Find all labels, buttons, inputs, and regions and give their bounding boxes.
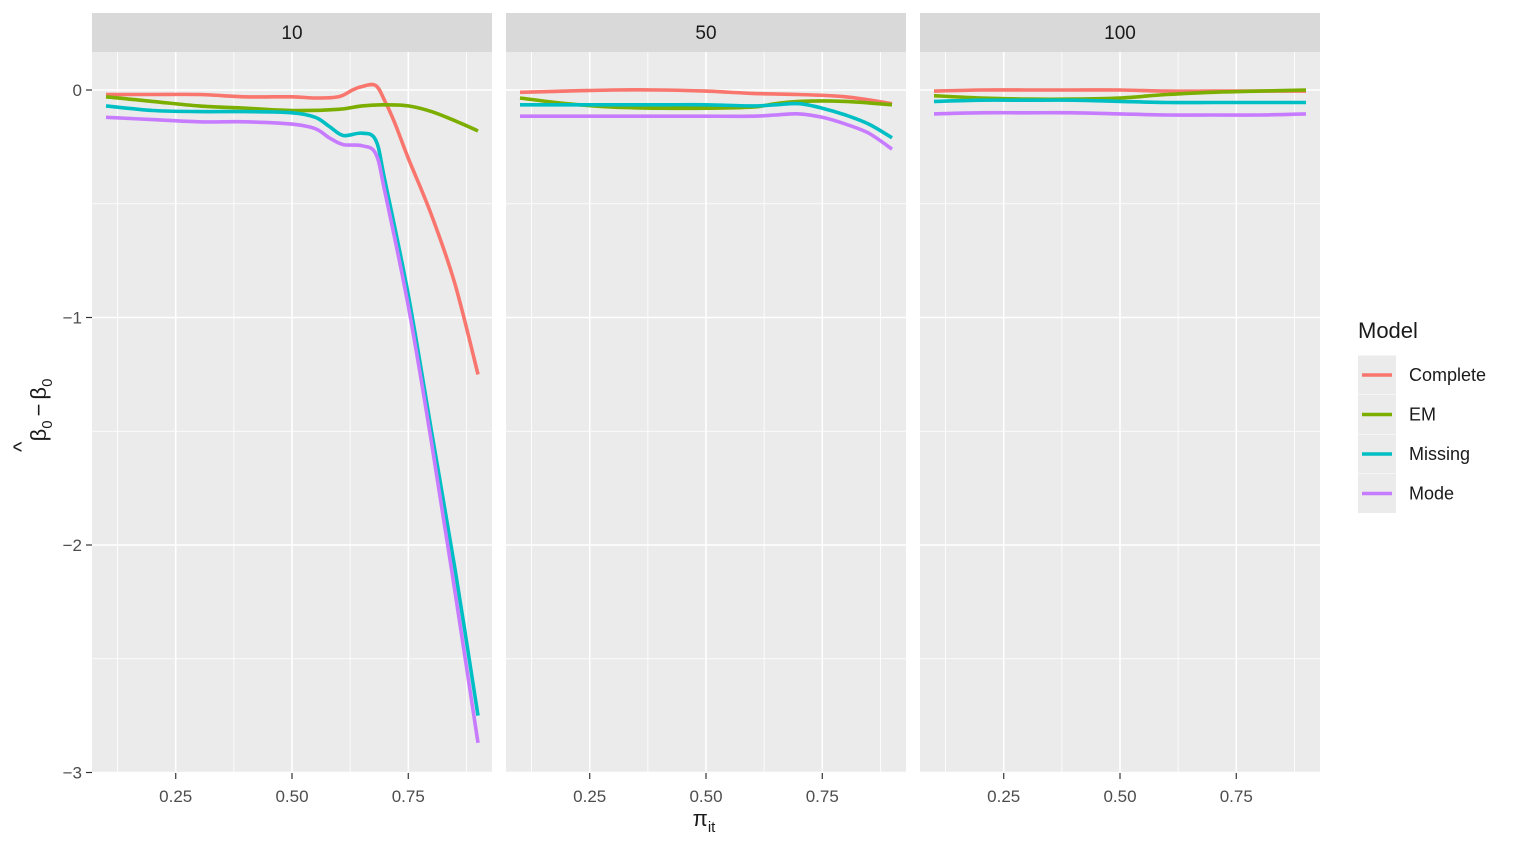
x-tick-label: 0.25 (987, 787, 1020, 806)
series-line-em (105, 95, 479, 133)
y-tick-label: −3 (63, 764, 82, 783)
y-tick-label: 0 (73, 81, 82, 100)
x-tick-label: 0.25 (573, 787, 606, 806)
x-tick-label: 0.75 (806, 787, 839, 806)
facet-panel-50: 50 0.25 0.50 0.75 (506, 13, 906, 806)
facet-strip-label: 50 (695, 23, 716, 44)
series-line-mode (520, 112, 894, 151)
x-axis-title-pi: π (693, 806, 708, 831)
series-line-missing (933, 98, 1306, 105)
facet-panel-10: 10 0.25 0.50 0.75 (92, 13, 492, 806)
facet-strip (92, 13, 492, 52)
x-tick-label: 0.50 (275, 787, 308, 806)
facet-strip-label: 10 (281, 23, 302, 44)
series-line-complete (519, 88, 893, 106)
legend-title: Model (1358, 318, 1418, 343)
facet-strip (506, 13, 906, 52)
y-axis-title-sub: 0 (39, 420, 56, 428)
facet-panel-100: 100 0.25 0.50 0.75 (920, 13, 1320, 806)
facet-strip (920, 13, 1320, 52)
y-axis-title: β0−β0 (26, 379, 56, 442)
legend-label-mode: Mode (1409, 484, 1454, 504)
series-line-missing (105, 104, 480, 716)
x-tick-label: 0.25 (159, 787, 192, 806)
x-tick-label: 0.50 (1103, 787, 1136, 806)
y-tick-label: −2 (63, 536, 82, 555)
x-tick-label: 0.75 (1220, 787, 1253, 806)
series-line-missing (520, 101, 893, 140)
y-axis-title-beta: β (26, 429, 51, 442)
series-line-mode (933, 110, 1307, 117)
panels-layer: 0 −1 −2 −3 10 0.25 0.50 0.75 50 0.25 0.50 0.75 100 0.… (63, 13, 1320, 806)
x-tick-label: 0.75 (392, 787, 425, 806)
legend-label-complete: Complete (1409, 365, 1486, 385)
series-line-complete (105, 82, 480, 375)
y-tick-label: −1 (63, 309, 82, 328)
series-line-mode (105, 115, 480, 744)
legend: Model Complete EM Missing Mode (1358, 318, 1486, 513)
y-axis-title-sub2: 0 (39, 379, 56, 387)
y-axis-title-minus: − (26, 404, 51, 417)
x-axis-title: πit (693, 806, 717, 836)
y-axis-title-hat: ^ (9, 441, 34, 452)
x-tick-label: 0.50 (689, 787, 722, 806)
facet-strip-label: 100 (1104, 23, 1136, 44)
y-axis-title-beta2: β (26, 387, 51, 400)
x-axis-title-sub: it (708, 819, 716, 836)
legend-label-em: EM (1409, 405, 1436, 425)
legend-label-missing: Missing (1409, 444, 1470, 464)
